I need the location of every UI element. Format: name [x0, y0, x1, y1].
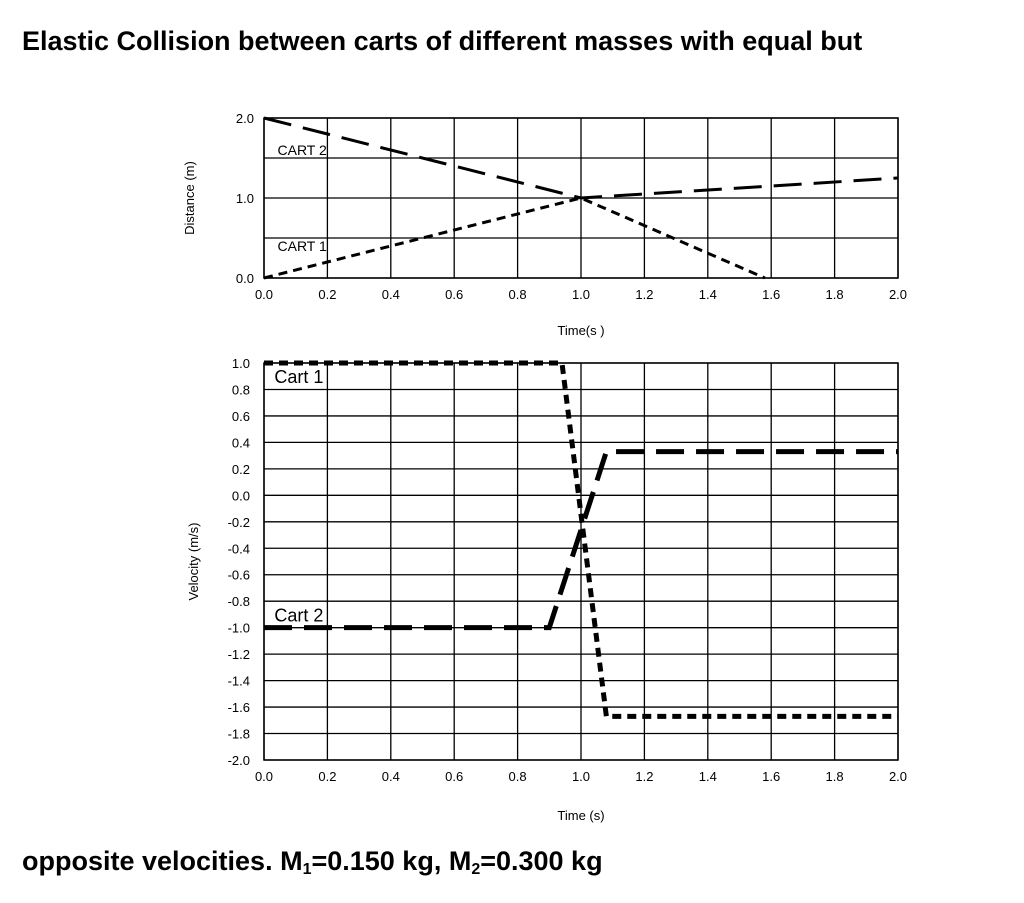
- chart2-x-tick-label: 1.0: [572, 769, 590, 784]
- chart2-x-tick-label: 1.4: [699, 769, 717, 784]
- chart2-y-tick-label: -0.8: [228, 594, 250, 609]
- chart2-y-tick-label: 0.6: [232, 409, 250, 424]
- chart2-y-tick-label: -0.4: [228, 541, 250, 556]
- chart1-x-tick-label: 0.0: [255, 287, 273, 302]
- chart1-x-tick-label: 1.2: [635, 287, 653, 302]
- chart2-y-tick-label: -2.0: [228, 753, 250, 768]
- chart1-y-tick-label: 1.0: [236, 191, 254, 206]
- chart1-x-axis-label: Time(s ): [557, 323, 604, 338]
- chart2-x-axis-label: Time (s): [557, 808, 604, 823]
- caption-suffix: =0.300 kg: [480, 846, 603, 876]
- caption-prefix: opposite velocities. M: [22, 846, 303, 876]
- chart2-x-tick-label: 2.0: [889, 769, 907, 784]
- chart2-x-tick-label: 1.2: [635, 769, 653, 784]
- chart2-x-tick-label: 1.6: [762, 769, 780, 784]
- chart1-series-cart-2-line: [263, 116, 899, 200]
- chart1-x-tick-label: 1.6: [762, 287, 780, 302]
- chart2-y-tick-label: 0.8: [232, 382, 250, 397]
- chart1-x-tick-label: 1.0: [572, 287, 590, 302]
- chart2-y-tick-label: -1.8: [228, 727, 250, 742]
- chart2-x-tick-label: 1.8: [826, 769, 844, 784]
- chart1-x-tick-label: 0.6: [445, 287, 463, 302]
- chart2-x-tick-label: 0.8: [509, 769, 527, 784]
- chart1-x-tick-label: 0.8: [509, 287, 527, 302]
- chart2-y-tick-label: -0.2: [228, 515, 250, 530]
- chart2-x-tick-label: 0.4: [382, 769, 400, 784]
- chart1-x-tick-label: 0.2: [318, 287, 336, 302]
- chart2-y-tick-label: -1.0: [228, 621, 250, 636]
- chart2-y-tick-label: 0.2: [232, 462, 250, 477]
- chart2-series-cart-2-line: [264, 449, 898, 631]
- chart1-x-tick-label: 0.4: [382, 287, 400, 302]
- chart2-annotation-cart-2: Cart 2: [274, 605, 323, 625]
- chart1-plot-frame: [263, 117, 899, 279]
- chart2-y-tick-label: 1.0: [232, 356, 250, 371]
- chart2-y-tick-label: 0.4: [232, 435, 250, 450]
- chart2-y-tick-label: -1.6: [228, 700, 250, 715]
- chart1-x-tick-label: 2.0: [889, 287, 907, 302]
- chart1-x-tick-label: 1.8: [826, 287, 844, 302]
- chart-title: Elastic Collision between carts of diffe…: [22, 26, 863, 56]
- chart2-x-tick-label: 0.0: [255, 769, 273, 784]
- chart2-y-tick-label: -0.6: [228, 568, 250, 583]
- chart2-y-tick-label: -1.2: [228, 647, 250, 662]
- chart2-plot-frame: [263, 362, 899, 761]
- caption-sub-1: 1: [302, 861, 312, 878]
- chart2-x-tick-label: 0.2: [318, 769, 336, 784]
- chart1-x-tick-label: 1.4: [699, 287, 717, 302]
- chart1-annotation-cart-1: CART 1: [278, 238, 327, 254]
- chart2-y-tick-label: 0.0: [232, 488, 250, 503]
- chart1-y-tick-label: 2.0: [236, 111, 254, 126]
- chart1-annotation-cart-2: CART 2: [278, 142, 327, 158]
- chart1-y-axis-label: Distance (m): [182, 161, 197, 235]
- chart1-y-tick-label: 0.0: [236, 271, 254, 286]
- chart2-y-axis-label: Velocity (m/s): [186, 522, 201, 600]
- chart2-y-tick-label: -1.4: [228, 674, 250, 689]
- chart2-annotation-cart-1: Cart 1: [274, 367, 323, 387]
- caption-sub-2: 2: [471, 861, 481, 878]
- chart2-x-tick-label: 0.6: [445, 769, 463, 784]
- chart-caption: opposite velocities. M1=0.150 kg, M2=0.3…: [22, 846, 603, 879]
- caption-mid: =0.150 kg, M: [311, 846, 472, 876]
- chart1-series-cart-1-line: [263, 196, 766, 280]
- chart2-series-cart-1-line: [264, 360, 898, 719]
